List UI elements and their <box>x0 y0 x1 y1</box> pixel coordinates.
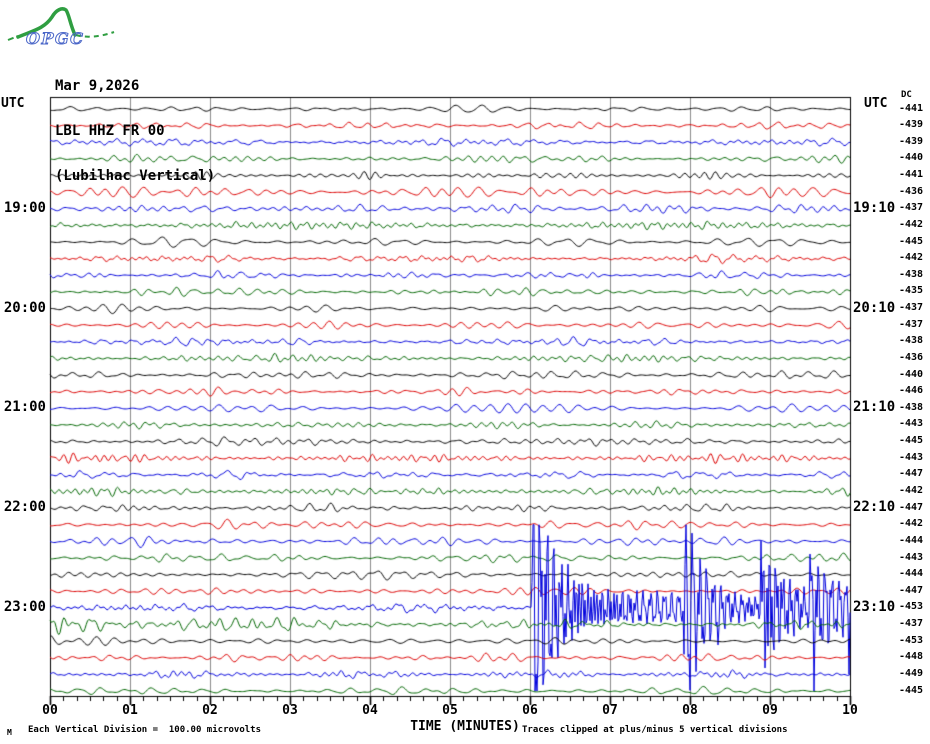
minute-tick-label: 04 <box>362 703 378 718</box>
dc-offset-value: -445 <box>899 435 924 446</box>
dc-offset-value: -435 <box>899 285 924 296</box>
dc-offset-value: -443 <box>899 452 924 463</box>
dc-offset-value: -437 <box>899 302 924 313</box>
dc-offset-value: -438 <box>899 335 924 346</box>
minute-tick-label: 00 <box>42 703 58 718</box>
minute-tick-label: 07 <box>602 703 618 718</box>
minute-tick-label: 02 <box>202 703 218 718</box>
opgc-logo-text: OPGC <box>26 29 84 48</box>
x-axis-title: TIME (MINUTES) <box>410 719 520 734</box>
header-block: Mar 9,2026 LBL HHZ FR 00 (Lubilhac Verti… <box>55 49 215 214</box>
header-location: (Lubilhac Vertical) <box>55 168 216 184</box>
dc-offset-value: -441 <box>899 169 924 180</box>
dc-column-header: DC <box>901 90 912 100</box>
dc-offset-value: -442 <box>899 219 924 230</box>
dc-offset-value: -444 <box>899 568 924 579</box>
dc-offset-value: -441 <box>899 103 924 114</box>
opgc-logo: OPGC <box>7 7 115 49</box>
dc-offset-value: -453 <box>899 635 924 646</box>
hour-label-left: 19:00 <box>3 200 46 216</box>
dc-offset-value: -438 <box>899 402 924 413</box>
dc-offset-value: -438 <box>899 269 924 280</box>
hour-label-left: 22:00 <box>3 499 46 515</box>
hour-label-left: 21:00 <box>3 399 46 415</box>
hour-label-right: 19:10 <box>853 200 896 216</box>
hour-label-right: 23:10 <box>853 599 896 615</box>
dc-offset-value: -449 <box>899 668 924 679</box>
header-date: Mar 9,2026 <box>55 78 140 94</box>
dc-offset-value: -446 <box>899 385 924 396</box>
dc-offset-value: -439 <box>899 119 924 130</box>
minute-tick-label: 01 <box>122 703 138 718</box>
footer-clip-note: Traces clipped at plus/minus 5 vertical … <box>522 725 788 735</box>
hour-label-right: 20:10 <box>853 300 896 316</box>
header-station: LBL HHZ FR 00 <box>55 123 165 139</box>
dc-offset-value: -442 <box>899 518 924 529</box>
dc-offset-value: -444 <box>899 535 924 546</box>
logo-left-dash <box>7 35 19 41</box>
hour-label-right: 22:10 <box>853 499 896 515</box>
logo-curve <box>16 7 77 39</box>
dc-offset-value: -445 <box>899 236 924 247</box>
dc-offset-value: -437 <box>899 618 924 629</box>
hour-label-right: 21:10 <box>853 399 896 415</box>
minute-tick-label: 06 <box>522 703 538 718</box>
minute-tick-label: 03 <box>282 703 298 718</box>
dc-offset-value: -443 <box>899 552 924 563</box>
dc-offset-value: -442 <box>899 485 924 496</box>
logo-right-dash <box>75 31 115 38</box>
hour-label-left: 23:00 <box>3 599 46 615</box>
dc-offset-value: -443 <box>899 418 924 429</box>
dc-offset-value: -436 <box>899 352 924 363</box>
utc-right-header: UTC <box>864 96 888 111</box>
minute-tick-label: 08 <box>682 703 698 718</box>
dc-offset-value: -436 <box>899 186 924 197</box>
footer-mark: M <box>7 728 12 737</box>
dc-offset-value: -440 <box>899 369 924 380</box>
dc-offset-value: -440 <box>899 152 924 163</box>
dc-offset-value: -437 <box>899 319 924 330</box>
dc-offset-value: -448 <box>899 651 924 662</box>
dc-offset-value: -453 <box>899 601 924 612</box>
footer-scale-note: Each Vertical Division = 100.00 microvol… <box>28 725 261 735</box>
dc-offset-value: -439 <box>899 136 924 147</box>
dc-offset-value: -442 <box>899 252 924 263</box>
minute-tick-label: 10 <box>842 703 858 718</box>
dc-offset-value: -447 <box>899 502 924 513</box>
hour-label-left: 20:00 <box>3 300 46 316</box>
dc-offset-value: -447 <box>899 468 924 479</box>
dc-offset-value: -445 <box>899 685 924 696</box>
minute-tick-label: 05 <box>442 703 458 718</box>
utc-left-header: UTC <box>1 96 25 111</box>
dc-offset-value: -437 <box>899 202 924 213</box>
dc-offset-value: -447 <box>899 585 924 596</box>
minute-tick-label: 09 <box>762 703 778 718</box>
